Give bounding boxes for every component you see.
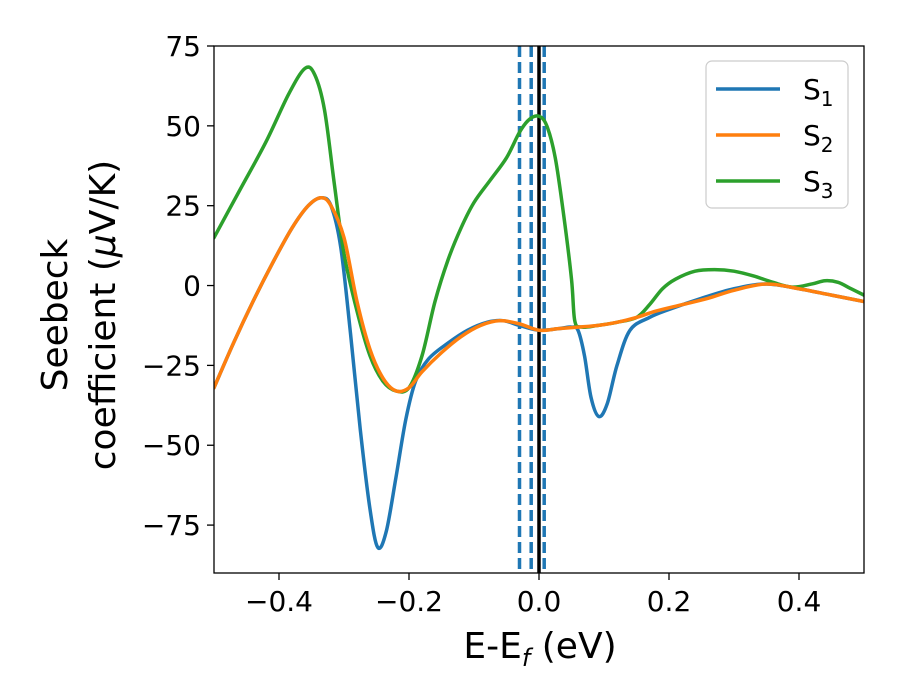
x-tick-label: 0.2 bbox=[647, 585, 692, 618]
x-tick-label: −0.2 bbox=[375, 585, 443, 618]
y-axis-label: Seebeck coefficient (μV/K) bbox=[35, 160, 124, 470]
y-axis-label-line2: coefficient (μV/K) bbox=[83, 160, 124, 470]
x-axis-ticks: −0.4 −0.2 0.0 0.2 0.4 bbox=[245, 573, 821, 618]
y-tick-label: −25 bbox=[142, 349, 201, 382]
y-axis-label-line1: Seebeck bbox=[35, 238, 76, 391]
y-tick-label: 50 bbox=[165, 110, 201, 143]
y-tick-label: 0 bbox=[183, 270, 201, 303]
x-tick-label: 0.0 bbox=[517, 585, 562, 618]
series-line-s2 bbox=[214, 195, 864, 394]
series-lines bbox=[214, 65, 864, 551]
y-tick-label: 75 bbox=[165, 30, 201, 63]
legend-label-s1: S1 bbox=[803, 73, 834, 111]
x-axis-label: E-Ef (eV) bbox=[463, 626, 616, 672]
y-tick-label: −75 bbox=[142, 509, 201, 542]
x-tick-label: 0.4 bbox=[777, 585, 822, 618]
legend: S1 S2 S3 bbox=[705, 60, 849, 209]
reference-lines bbox=[517, 46, 546, 573]
legend-label-s2: S2 bbox=[803, 119, 834, 157]
y-tick-label: 25 bbox=[165, 190, 201, 223]
y-tick-label: −50 bbox=[142, 429, 201, 462]
legend-label-s3: S3 bbox=[803, 165, 834, 203]
x-tick-label: −0.4 bbox=[245, 585, 313, 618]
y-axis-ticks: 75 50 25 0 −25 −50 −75 bbox=[142, 30, 214, 542]
